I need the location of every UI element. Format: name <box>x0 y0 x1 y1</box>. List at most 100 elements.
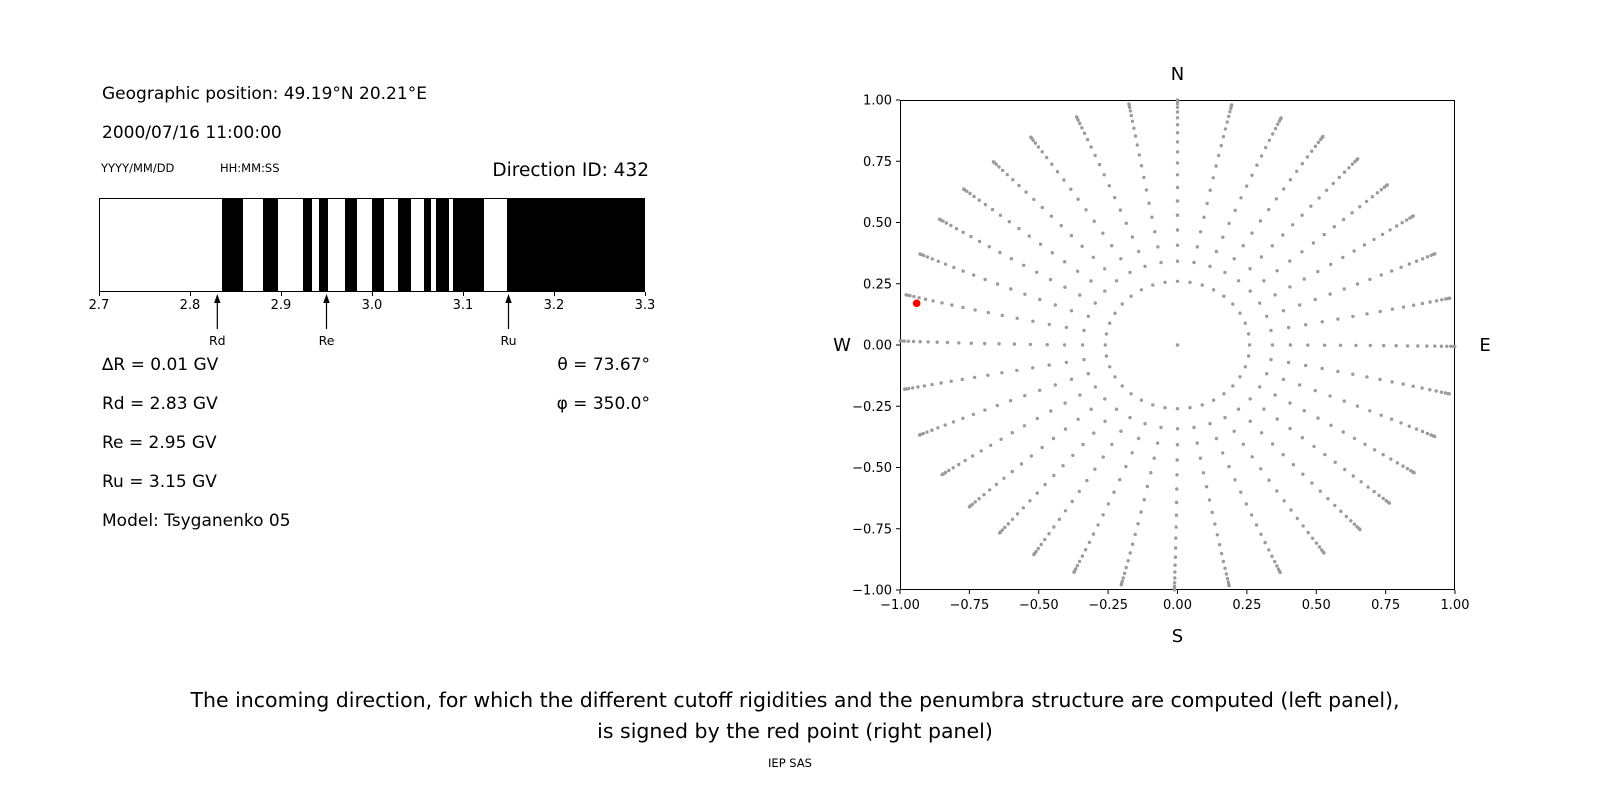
direction-dot <box>1224 572 1229 576</box>
y-tick-label: −0.75 <box>852 522 892 537</box>
param-theta: θ = 73.67° <box>557 355 650 375</box>
direction-dot <box>1040 150 1044 154</box>
direction-dot <box>1314 541 1319 545</box>
direction-dot <box>1420 386 1424 390</box>
direction-dot <box>1214 164 1218 168</box>
direction-dot <box>1139 398 1144 402</box>
direction-dot <box>1010 517 1015 521</box>
direction-dot <box>1341 255 1345 260</box>
direction-dot <box>1275 269 1279 273</box>
direction-dot <box>1310 536 1315 540</box>
direction-dot <box>916 385 920 389</box>
direction-dot <box>1381 453 1385 457</box>
direction-dot <box>898 339 902 343</box>
direction-dot <box>947 468 951 473</box>
direction-dot <box>1005 172 1009 177</box>
direction-dot <box>1102 173 1106 177</box>
direction-dot <box>957 462 961 467</box>
direction-dot <box>1172 581 1177 585</box>
direction-dot <box>1394 344 1398 348</box>
y-tick-label: 0.50 <box>863 216 892 231</box>
direction-dot <box>963 458 967 463</box>
direction-dot <box>1223 566 1227 570</box>
direction-dot <box>1144 188 1149 192</box>
direction-dot <box>1304 323 1308 327</box>
direction-dot <box>973 308 977 312</box>
penumbra-black-band <box>344 199 357 291</box>
direction-dot <box>1130 451 1134 455</box>
direction-dot <box>1310 481 1314 485</box>
direction-dot <box>1355 282 1360 286</box>
direction-dot <box>1076 417 1080 421</box>
direction-dot <box>986 310 990 315</box>
direction-dot <box>937 217 942 221</box>
direction-dot <box>950 303 954 307</box>
direction-dot <box>1080 554 1085 558</box>
direction-dot <box>1086 314 1090 318</box>
direction-dot <box>1298 303 1302 307</box>
direction-dot <box>1082 328 1086 333</box>
direction-dot <box>1106 502 1111 506</box>
direction-dot <box>961 269 965 273</box>
direction-dot <box>1329 262 1333 267</box>
direction-dot <box>1136 436 1141 441</box>
direction-dot <box>1245 184 1249 188</box>
direction-dot <box>987 245 991 249</box>
direction-dot <box>1081 442 1085 447</box>
direction-dot <box>997 342 1001 346</box>
direction-dot <box>1301 472 1305 476</box>
direction-dot <box>1350 211 1354 215</box>
direction-dot <box>925 255 930 259</box>
direction-dot <box>1265 372 1269 376</box>
direction-dot <box>1192 260 1196 265</box>
direction-dot <box>1175 279 1180 283</box>
direction-dot <box>1031 319 1035 323</box>
direction-dot <box>1175 458 1179 462</box>
direction-dot <box>1069 187 1073 191</box>
direction-dot <box>1211 398 1216 402</box>
date-format-label: YYYY/MM/DD <box>101 161 175 175</box>
direction-dot <box>1271 132 1275 136</box>
direction-dot <box>1412 471 1416 475</box>
direction-dot <box>1198 456 1203 460</box>
penumbra-black-band <box>263 199 278 291</box>
direction-dot <box>1108 365 1112 369</box>
direction-dot <box>1425 344 1429 348</box>
direction-dot <box>940 472 944 477</box>
direction-dot <box>1151 283 1155 287</box>
direction-dot <box>1336 369 1340 374</box>
direction-dot <box>1248 419 1252 423</box>
direction-dot <box>1433 252 1437 256</box>
direction-dot <box>939 381 943 385</box>
direction-dot <box>1275 564 1279 568</box>
marker-arrow-head <box>323 294 330 303</box>
direction-dot <box>1022 424 1027 428</box>
y-tick-label: −0.50 <box>852 461 892 476</box>
penumbra-black-band <box>398 199 411 291</box>
direction-dot <box>1368 277 1372 282</box>
direction-dot <box>982 493 986 497</box>
direction-dot <box>1009 257 1014 261</box>
direction-dot <box>1258 301 1262 305</box>
direction-dot <box>1053 303 1057 307</box>
direction-dot <box>995 282 1000 286</box>
direction-dot <box>1089 145 1093 149</box>
direction-dot <box>930 382 934 387</box>
direction-dot <box>1151 403 1155 407</box>
direction-dot <box>1128 270 1132 275</box>
direction-dot <box>1175 487 1179 491</box>
direction-dot <box>1352 249 1356 253</box>
direction-dot <box>1359 480 1363 484</box>
direction-dot <box>1075 269 1080 273</box>
direction-dot <box>1248 289 1252 293</box>
direction-dot <box>1259 154 1264 158</box>
direction-dot <box>1288 259 1292 263</box>
direction-dot <box>1114 279 1119 283</box>
direction-dot <box>1372 237 1376 242</box>
direction-dot <box>1341 430 1345 434</box>
direction-dot <box>1304 363 1308 368</box>
direction-dot <box>1137 249 1141 254</box>
direction-dot <box>1029 454 1034 458</box>
direction-dot <box>1062 343 1067 347</box>
direction-dot <box>1358 527 1362 532</box>
